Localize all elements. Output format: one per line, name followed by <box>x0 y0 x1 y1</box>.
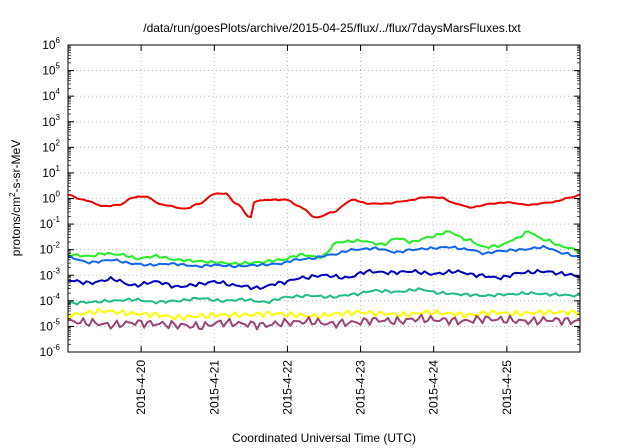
y-tick-exponent: -1 <box>53 215 61 224</box>
y-tick-exponent: -4 <box>53 292 61 301</box>
series-line-6 <box>67 307 581 321</box>
x-tick-label: 2015-4-23 <box>354 360 368 415</box>
y-tick-exponent: 0 <box>56 190 61 199</box>
y-tick-base: 10 <box>40 268 54 282</box>
series-lines <box>67 192 581 331</box>
y-tick-label: 10-5 <box>40 317 61 333</box>
y-axis-label: protons/cm2-s-sr-MeV <box>8 140 23 256</box>
y-tick-label: 100 <box>42 190 60 206</box>
x-tick-label: 2015-4-25 <box>500 360 514 415</box>
x-tick-label: 2015-4-20 <box>134 360 148 415</box>
y-tick-base: 10 <box>42 192 56 206</box>
y-tick-base: 10 <box>42 166 56 180</box>
y-tick-base: 10 <box>40 294 54 308</box>
y-tick-label: 10-1 <box>40 215 61 231</box>
y-tick-base: 10 <box>42 115 56 129</box>
series-line-4 <box>67 268 581 291</box>
y-axis-ticks: 10610510410310210110010-110-210-310-410-… <box>40 36 580 359</box>
y-tick-label: 10-6 <box>40 343 61 359</box>
y-tick-base: 10 <box>42 64 56 78</box>
x-tick-label: 2015-4-21 <box>207 360 221 415</box>
y-tick-exponent: 6 <box>56 36 61 45</box>
y-tick-base: 10 <box>40 243 54 257</box>
y-tick-exponent: 5 <box>56 62 61 71</box>
y-tick-label: 103 <box>42 113 60 129</box>
series-line-3 <box>67 244 581 269</box>
y-tick-base: 10 <box>42 38 56 52</box>
series-line-5 <box>67 287 580 306</box>
y-tick-label: 105 <box>42 62 60 78</box>
y-tick-exponent: 3 <box>56 113 61 122</box>
y-tick-exponent: -3 <box>53 266 61 275</box>
y-tick-label: 106 <box>42 36 60 52</box>
series-line-7 <box>67 313 581 331</box>
x-axis-ticks: 2015-4-20 2015-4-21 2015-4-22 2015-4-23 2015… <box>134 45 514 415</box>
x-tick-label: 2015-4-22 <box>280 360 294 415</box>
y-tick-label: 101 <box>42 164 60 180</box>
series-line-1 <box>67 192 581 219</box>
y-tick-base: 10 <box>42 140 56 154</box>
y-tick-exponent: -6 <box>53 343 61 352</box>
series-line-2 <box>67 230 581 266</box>
y-tick-label: 10-2 <box>40 241 61 257</box>
y-tick-base: 10 <box>40 217 54 231</box>
y-tick-base: 10 <box>42 89 56 103</box>
y-tick-label: 102 <box>42 138 60 154</box>
y-tick-base: 10 <box>40 319 54 333</box>
y-tick-exponent: 4 <box>56 87 61 96</box>
y-tick-exponent: -2 <box>53 241 61 250</box>
x-tick-label: 2015-4-24 <box>427 360 441 415</box>
chart-title: /data/run/goesPlots/archive/2015-04-25/f… <box>143 21 521 35</box>
grid-lines <box>68 45 580 352</box>
y-tick-base: 10 <box>40 345 54 359</box>
y-tick-exponent: -5 <box>53 317 61 326</box>
y-tick-label: 10-3 <box>40 266 61 282</box>
x-axis-label: Coordinated Universal Time (UTC) <box>232 431 416 445</box>
y-tick-label: 10-4 <box>40 292 61 308</box>
y-tick-exponent: 2 <box>56 138 61 147</box>
y-tick-label: 104 <box>42 87 60 103</box>
y-tick-exponent: 1 <box>56 164 61 173</box>
